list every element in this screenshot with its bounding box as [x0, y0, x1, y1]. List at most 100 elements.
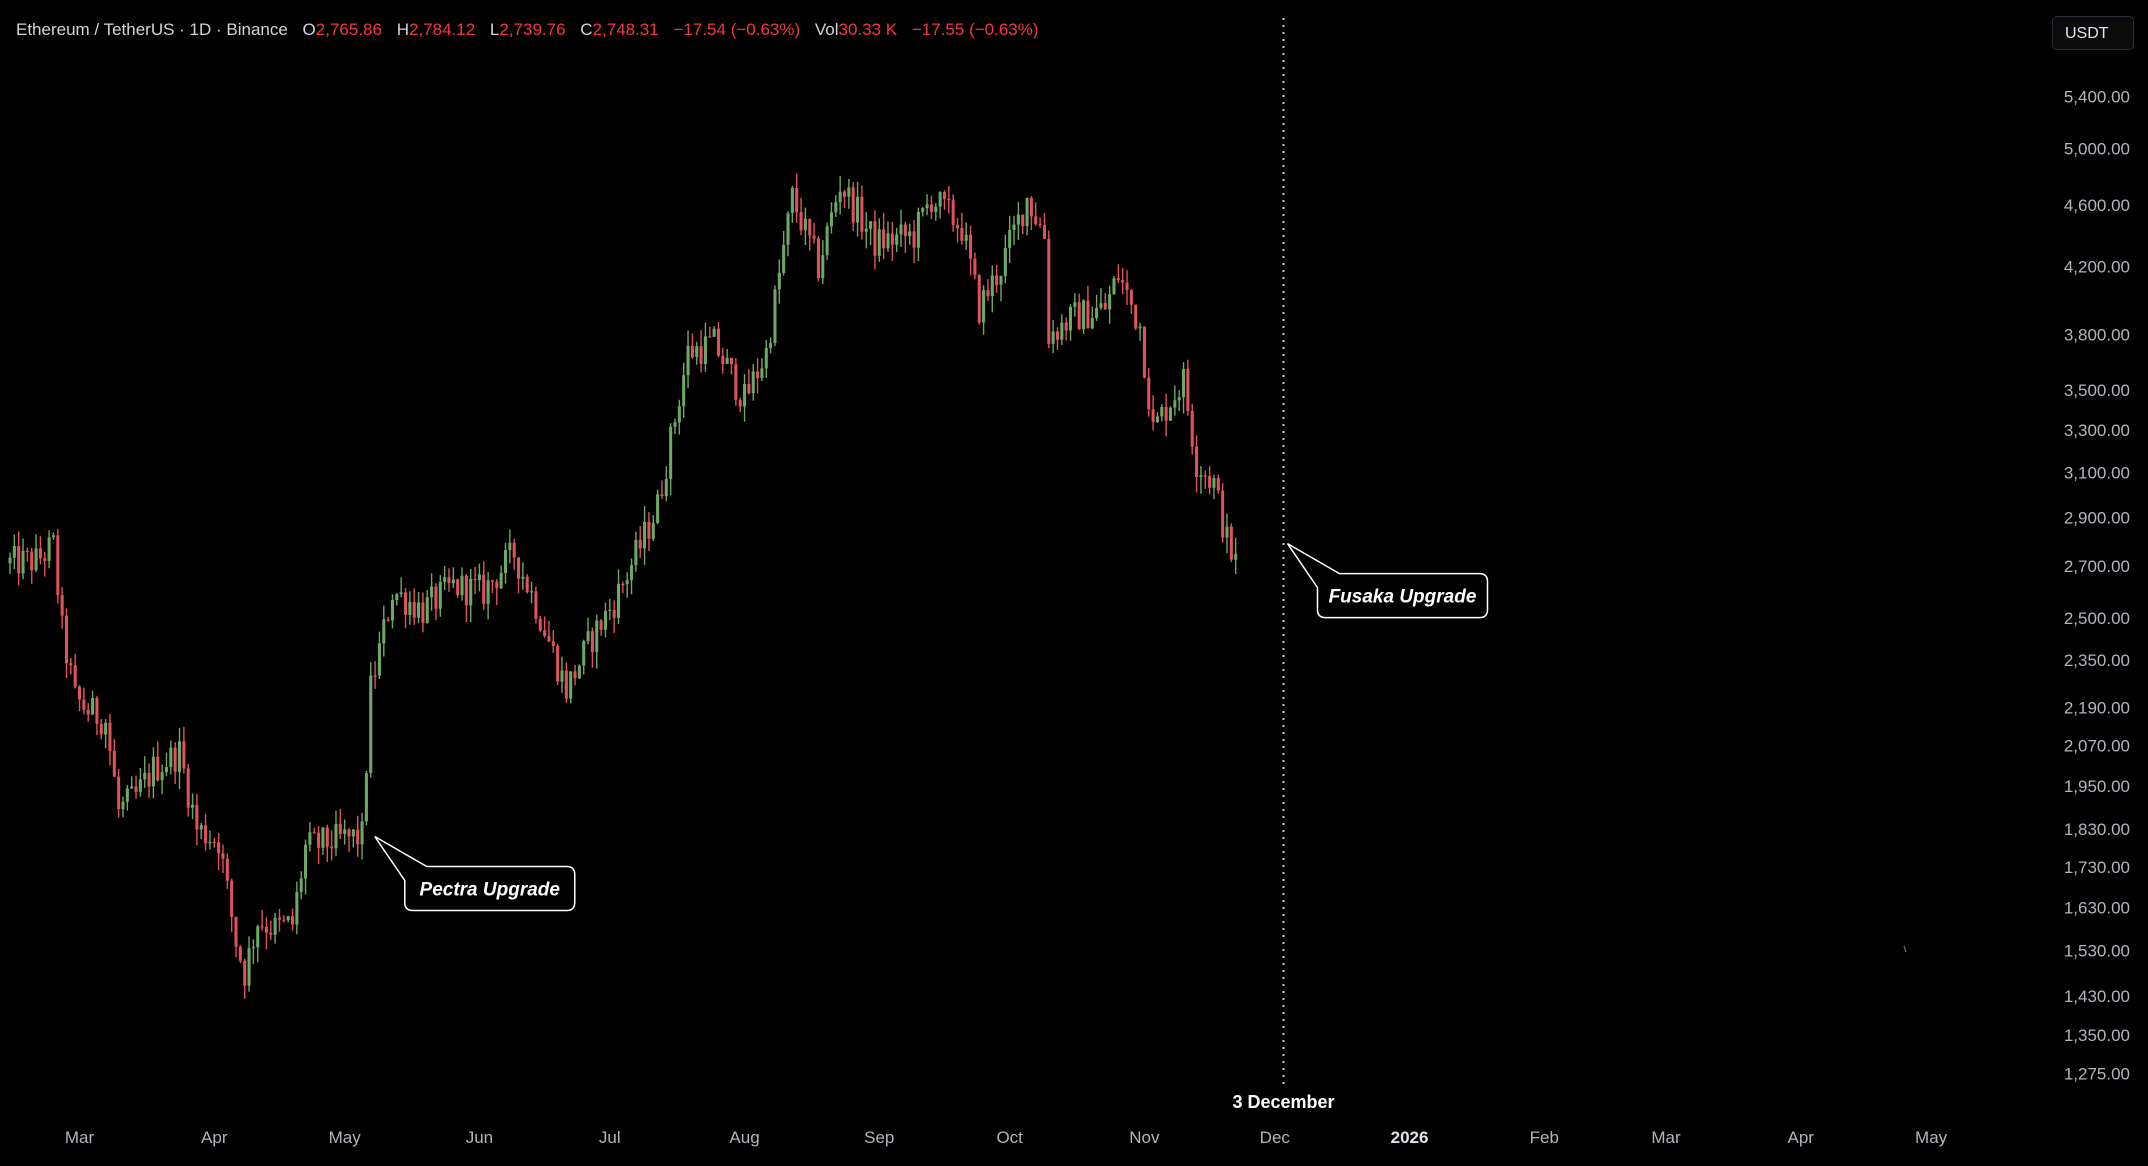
- candle-body: [69, 663, 73, 666]
- candle-body: [838, 191, 842, 203]
- symbol-title[interactable]: Ethereum / TetherUS · 1D · Binance: [16, 20, 288, 39]
- candle-body: [869, 221, 873, 229]
- candle-body: [556, 646, 560, 682]
- candle-body: [864, 228, 868, 232]
- candle-body: [195, 804, 199, 830]
- candle-body: [221, 853, 225, 859]
- time-tick-label: Feb: [1530, 1128, 1559, 1147]
- candle-body: [1199, 475, 1203, 477]
- candle-body: [769, 342, 773, 349]
- open-value: 2,765.86: [315, 20, 382, 39]
- price-axis[interactable]: 5,400.00 5,000.00 4,600.00 4,200.00 3,800.00…: [2064, 88, 2130, 1084]
- candle-body: [177, 741, 182, 772]
- candle-body: [955, 225, 960, 229]
- candle-body: [1025, 198, 1029, 227]
- candle-body: [25, 550, 29, 553]
- candle-body: [1060, 322, 1064, 340]
- candle-body: [1234, 553, 1238, 560]
- candle-body: [147, 772, 151, 787]
- candle-body: [234, 916, 238, 947]
- candle-body: [499, 572, 503, 589]
- time-tick-label: Mar: [65, 1128, 95, 1147]
- price-tick-label: 2,700.00: [2064, 557, 2130, 576]
- callout-pectra-upgrade[interactable]: Pectra Upgrade: [374, 835, 576, 912]
- price-tick-label: 3,300.00: [2064, 421, 2130, 440]
- candle-body: [99, 723, 103, 735]
- candle-body: [951, 200, 955, 226]
- candle-body: [916, 211, 920, 248]
- candle-body: [369, 675, 373, 774]
- candle-body: [882, 229, 886, 249]
- price-tick-label: 3,800.00: [2064, 325, 2130, 344]
- callout-fusaka-upgrade[interactable]: Fusaka Upgrade: [1286, 542, 1489, 619]
- candle-body: [364, 773, 368, 822]
- candle-body: [1047, 238, 1051, 344]
- candle-body: [130, 786, 134, 789]
- candle-body: [1186, 369, 1190, 411]
- candle-body: [1155, 416, 1159, 422]
- callout-box: [1286, 542, 1489, 619]
- candle-body: [1195, 446, 1199, 477]
- candle-body: [821, 255, 825, 279]
- time-tick-label: Apr: [1787, 1128, 1814, 1147]
- candle-body: [230, 880, 234, 917]
- price-tick-label: 3,500.00: [2064, 381, 2130, 400]
- change-value: −17.54 (−0.63%): [673, 20, 801, 39]
- candle-body: [260, 926, 264, 928]
- candle-body: [390, 600, 395, 621]
- candle-body: [908, 231, 912, 237]
- candle-body: [1121, 280, 1125, 283]
- candle-body: [21, 550, 25, 574]
- candle-body: [404, 592, 408, 615]
- candle-body: [138, 779, 142, 792]
- candle-body: [647, 522, 651, 539]
- volume-key: Vol: [814, 20, 839, 39]
- candle-body: [1108, 294, 1112, 310]
- candle-body: [38, 548, 42, 559]
- candle-body: [760, 368, 764, 379]
- candle-body: [564, 670, 568, 699]
- candle-body: [382, 619, 386, 644]
- candle-body: [451, 579, 455, 584]
- candle-body: [1212, 478, 1216, 488]
- candle-body: [473, 578, 477, 581]
- candle-body: [243, 960, 247, 986]
- candle-body: [643, 522, 647, 549]
- candle-body: [186, 768, 190, 808]
- low-key: L: [489, 20, 500, 39]
- price-tick-label: 1,350.00: [2064, 1026, 2130, 1045]
- candle-body: [729, 357, 734, 365]
- candle-body: [43, 558, 47, 561]
- candle-body: [1177, 397, 1181, 401]
- candle-body: [1042, 225, 1046, 239]
- candle-body: [530, 591, 534, 593]
- price-tick-label: 3,100.00: [2064, 463, 2130, 482]
- candle-body: [238, 946, 242, 961]
- candle-body: [399, 592, 403, 595]
- candle-body: [204, 825, 208, 844]
- currency-button[interactable]: USDT: [2052, 16, 2134, 50]
- price-tick-label: 1,275.00: [2064, 1065, 2130, 1084]
- candle-body: [1064, 322, 1068, 331]
- candle-body: [825, 226, 829, 256]
- candle-body: [417, 602, 421, 618]
- candle-body: [503, 549, 508, 573]
- candle-body: [734, 364, 738, 400]
- candle-body: [1112, 278, 1116, 295]
- time-axis[interactable]: Mar Apr May Jun Jul Aug Sep Oct Nov Dec 2026 Feb Mar…: [65, 1128, 1948, 1147]
- candle-body: [725, 357, 729, 364]
- candle-body: [799, 212, 803, 231]
- candle-body: [612, 609, 616, 618]
- candle-body: [686, 345, 690, 376]
- candle-body: [851, 187, 855, 223]
- candle-body: [1225, 526, 1229, 538]
- candle-body: [942, 192, 946, 199]
- candle-body: [664, 478, 668, 497]
- close-key: C: [580, 20, 593, 39]
- candle-body: [543, 630, 547, 637]
- candle-body: [703, 336, 707, 365]
- candle-body: [156, 756, 160, 781]
- annotations: Pectra Upgrade Fusaka Upgrade: [374, 542, 1489, 912]
- candle-body: [538, 618, 542, 631]
